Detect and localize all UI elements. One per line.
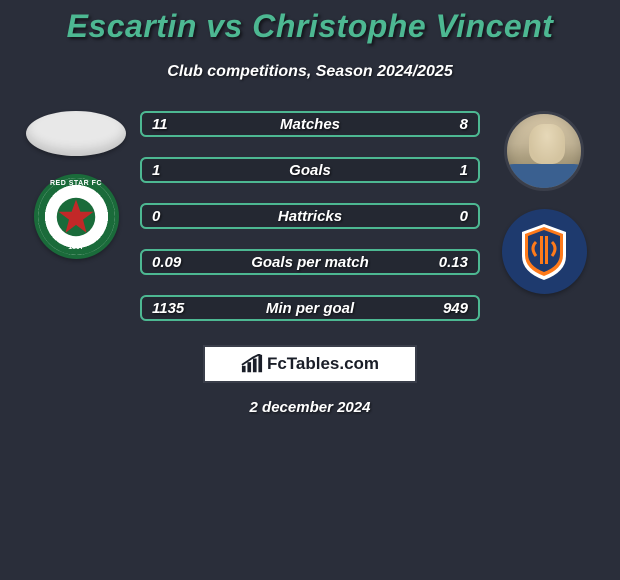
bar-chart-icon [241,354,263,374]
right-player-avatar [504,111,584,191]
left-badge-bottom-text: 1897 [68,244,84,251]
stat-label: Min per goal [266,300,354,317]
left-club-badge: RED STAR FC 1897 [34,174,119,259]
stat-label: Hattricks [278,208,342,225]
star-svg [55,196,97,238]
stat-left-value: 0.09 [152,254,198,271]
date-text: 2 december 2024 [0,399,620,416]
stat-row-goals-per-match: 0.09 Goals per match 0.13 [140,249,480,275]
stat-row-goals: 1 Goals 1 [140,157,480,183]
left-badge-top-text: RED STAR FC [50,180,102,187]
stat-label: Matches [280,116,340,133]
brand-badge[interactable]: FcTables.com [203,345,417,383]
stat-left-value: 0 [152,208,198,225]
brand-text: FcTables.com [267,354,379,374]
main-row: RED STAR FC 1897 11 Matches 8 1 Goals 1 [0,111,620,321]
stat-label: Goals [289,162,331,179]
left-player-column: RED STAR FC 1897 [26,111,126,259]
stat-left-value: 1 [152,162,198,179]
stat-left-value: 1135 [152,300,198,317]
page-title: Escartin vs Christophe Vincent [0,8,620,45]
subtitle: Club competitions, Season 2024/2025 [0,63,620,81]
right-club-badge [502,209,587,294]
stat-right-value: 0 [422,208,468,225]
comparison-container: Escartin vs Christophe Vincent Club comp… [0,0,620,416]
right-player-column [494,111,594,294]
star-icon [50,191,102,243]
stat-right-value: 8 [422,116,468,133]
stat-row-min-per-goal: 1135 Min per goal 949 [140,295,480,321]
stat-row-hattricks: 0 Hattricks 0 [140,203,480,229]
right-badge-svg [518,222,570,282]
stat-right-value: 949 [422,300,468,317]
stat-label: Goals per match [251,254,369,271]
stat-right-value: 1 [422,162,468,179]
stat-row-matches: 11 Matches 8 [140,111,480,137]
stat-right-value: 0.13 [422,254,468,271]
stats-column: 11 Matches 8 1 Goals 1 0 Hattricks 0 0.0… [140,111,480,321]
left-player-avatar [26,111,126,156]
stat-left-value: 11 [152,116,198,133]
